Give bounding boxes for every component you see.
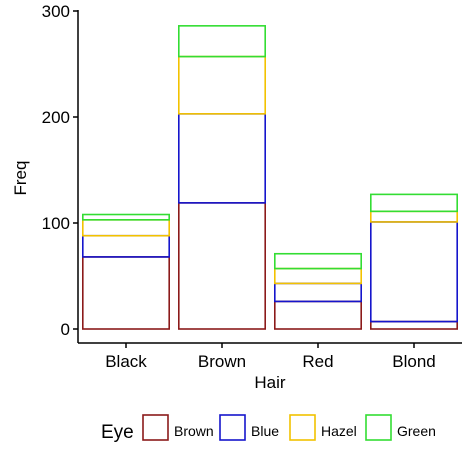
x-axis-label: Hair (254, 373, 286, 392)
bar-brown-brown (178, 202, 267, 330)
legend: Eye Brown Blue Hazel Green (101, 414, 436, 443)
y-tick-label: 200 (42, 108, 70, 127)
legend-label-brown: Brown (174, 423, 214, 439)
bar-brown-hazel (178, 55, 267, 115)
bar-brown-green (178, 25, 267, 58)
legend-title: Eye (101, 422, 134, 443)
y-tick-label: 100 (42, 214, 70, 233)
bar-red-brown (273, 300, 362, 330)
bar-blond-green (369, 193, 458, 213)
legend-key-brown (142, 414, 169, 441)
legend-key-hazel (289, 414, 316, 441)
x-tick-label: Blond (392, 352, 435, 371)
bar-red-blue (273, 282, 362, 303)
bar-black-green (82, 213, 171, 221)
y-axis-ticks: 0 100 200 300 (42, 2, 78, 339)
bar-red-hazel (273, 267, 362, 285)
bar-blond-blue (369, 221, 458, 323)
x-tick-label: Red (302, 352, 333, 371)
bar-blond-hazel (369, 210, 458, 223)
x-tick-label: Brown (198, 352, 246, 371)
bar-blond-brown (369, 320, 458, 330)
legend-label-hazel: Hazel (321, 423, 357, 439)
y-axis-label: Freq (11, 161, 30, 196)
bar-black-brown (82, 256, 171, 330)
y-tick-label: 300 (42, 2, 70, 21)
bar-red-green (273, 252, 362, 270)
bar-brown-blue (178, 113, 267, 204)
legend-items: Brown Blue Hazel Green (142, 414, 436, 441)
legend-label-green: Green (397, 423, 436, 439)
legend-key-blue (219, 414, 246, 441)
bars-layer (82, 25, 458, 330)
bar-black-blue (82, 234, 171, 258)
y-tick-label: 0 (61, 320, 70, 339)
x-tick-label: Black (105, 352, 147, 371)
x-axis-ticks: Black Brown Red Blond (105, 343, 436, 371)
legend-key-green (365, 414, 392, 441)
legend-label-blue: Blue (251, 423, 279, 439)
bar-black-hazel (82, 219, 171, 237)
